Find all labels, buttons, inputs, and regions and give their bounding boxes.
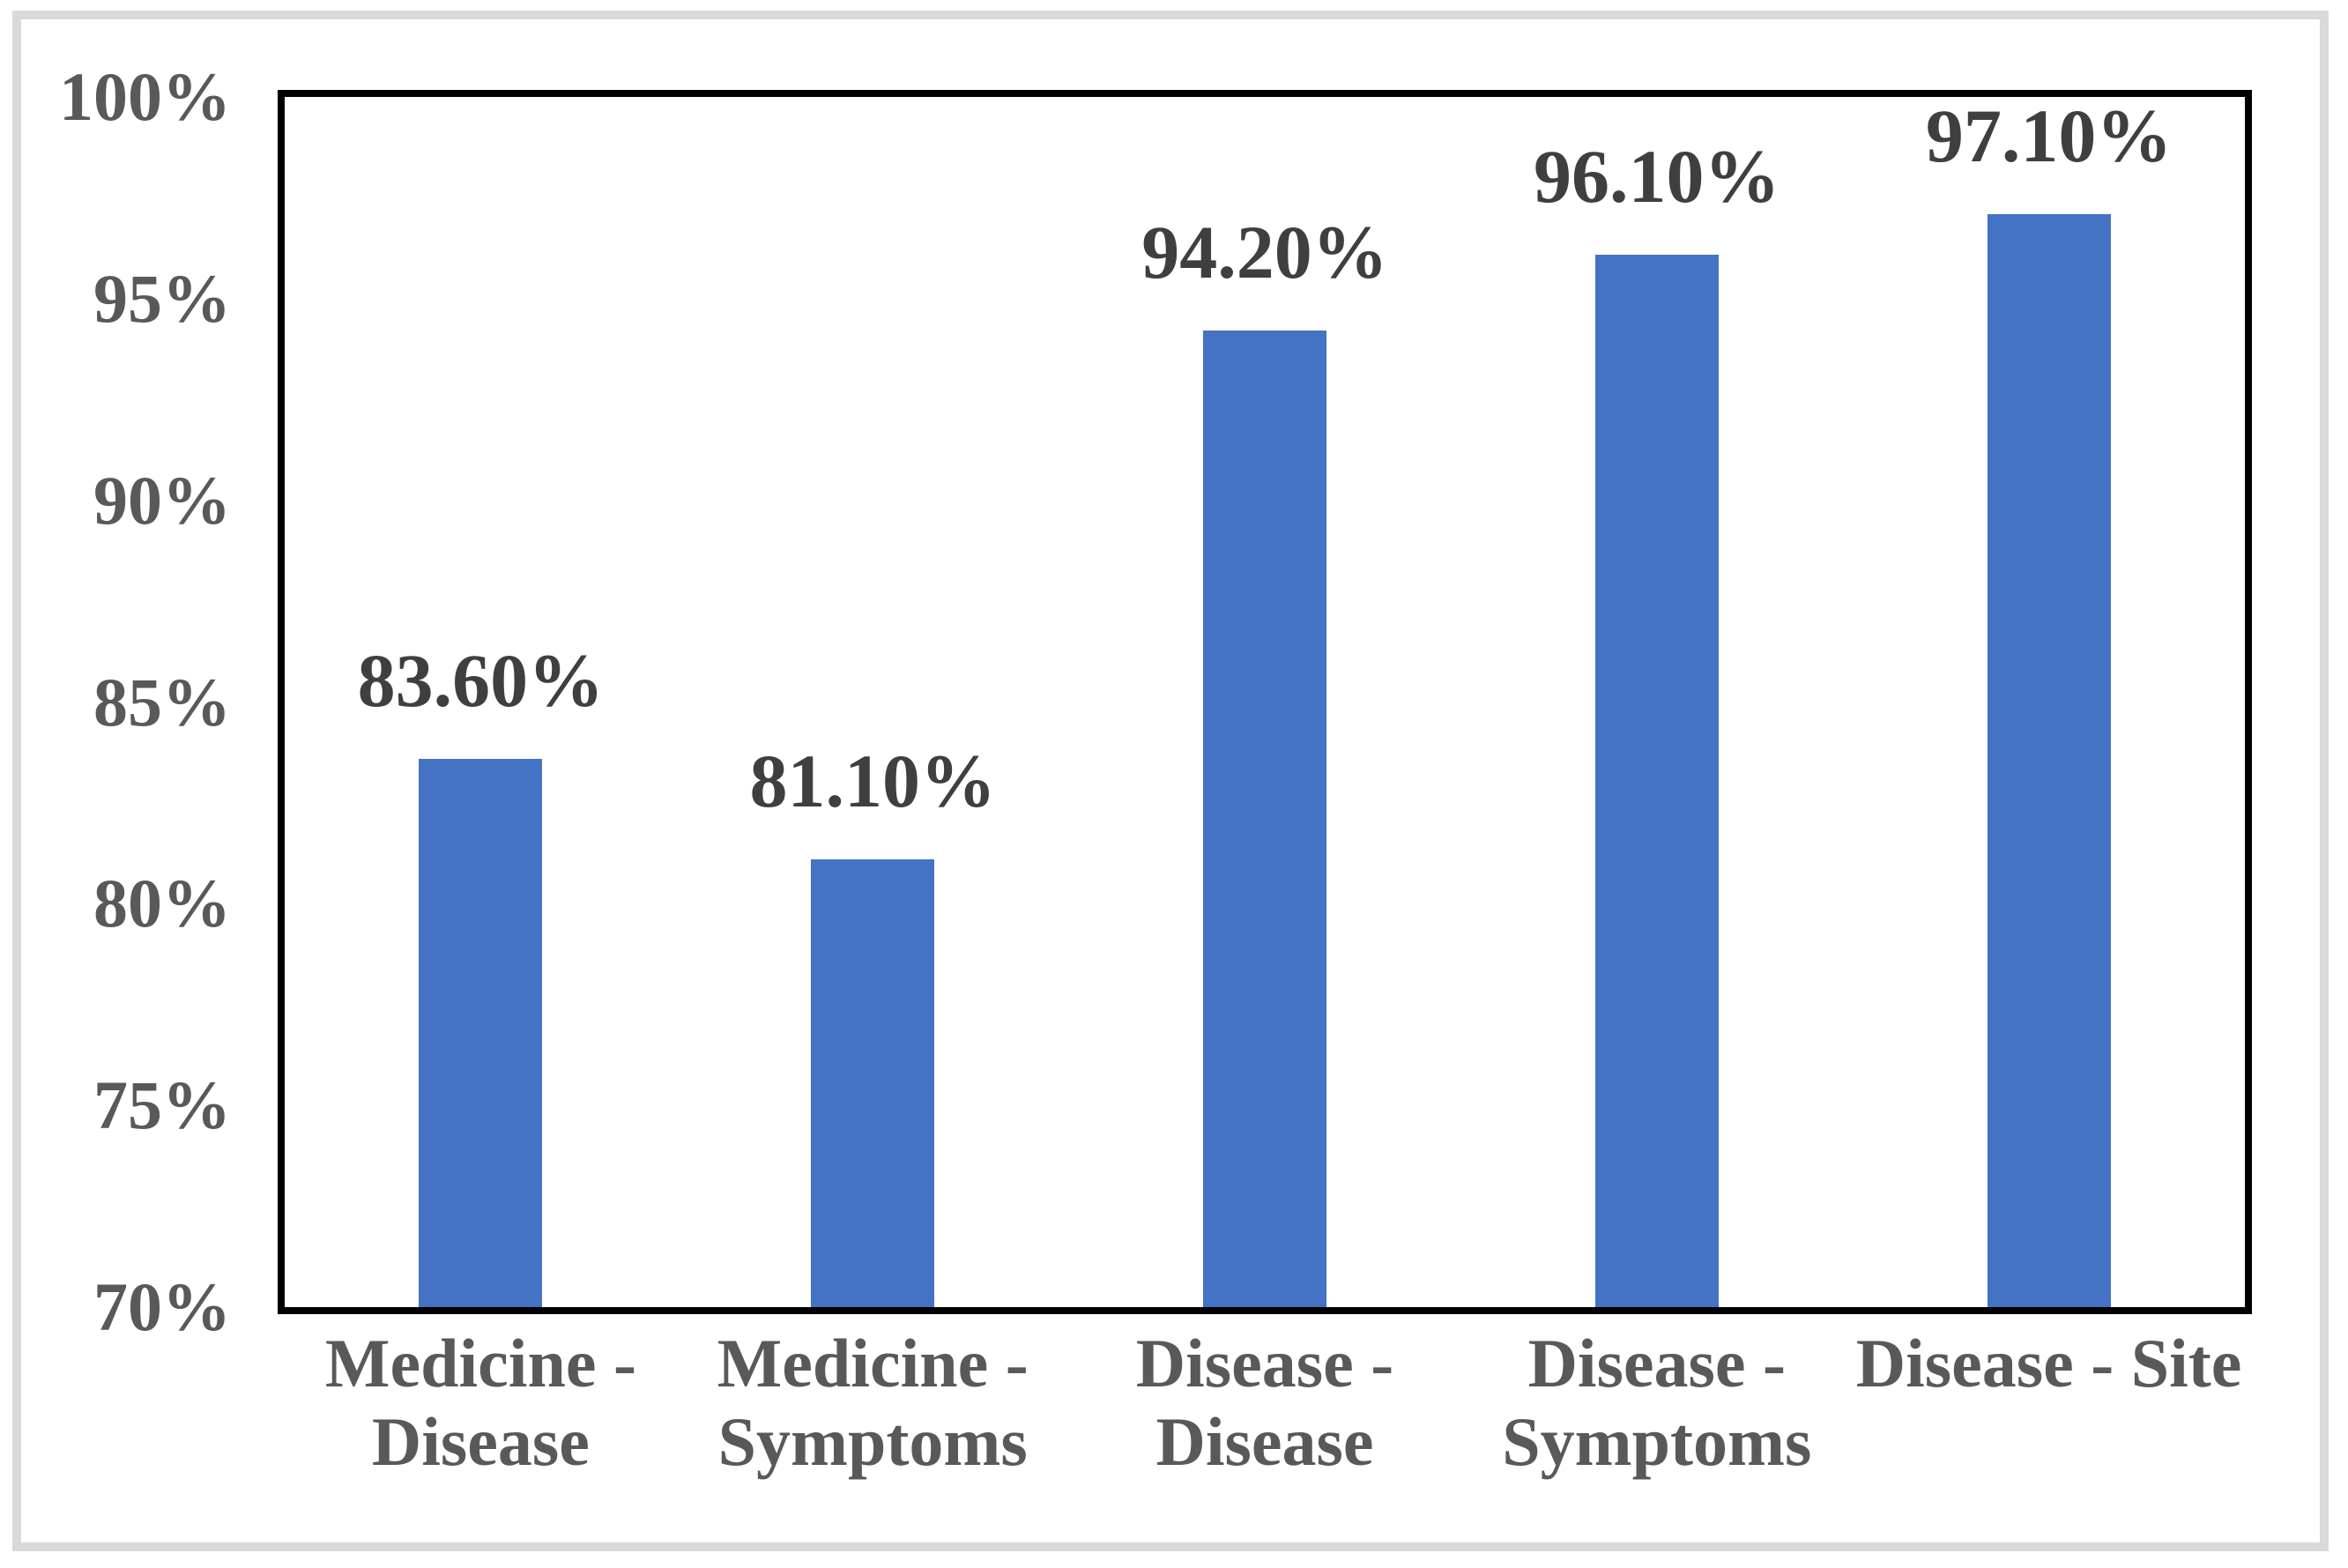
plot-area	[278, 90, 2252, 1314]
figure-outer-border	[12, 11, 2329, 1551]
